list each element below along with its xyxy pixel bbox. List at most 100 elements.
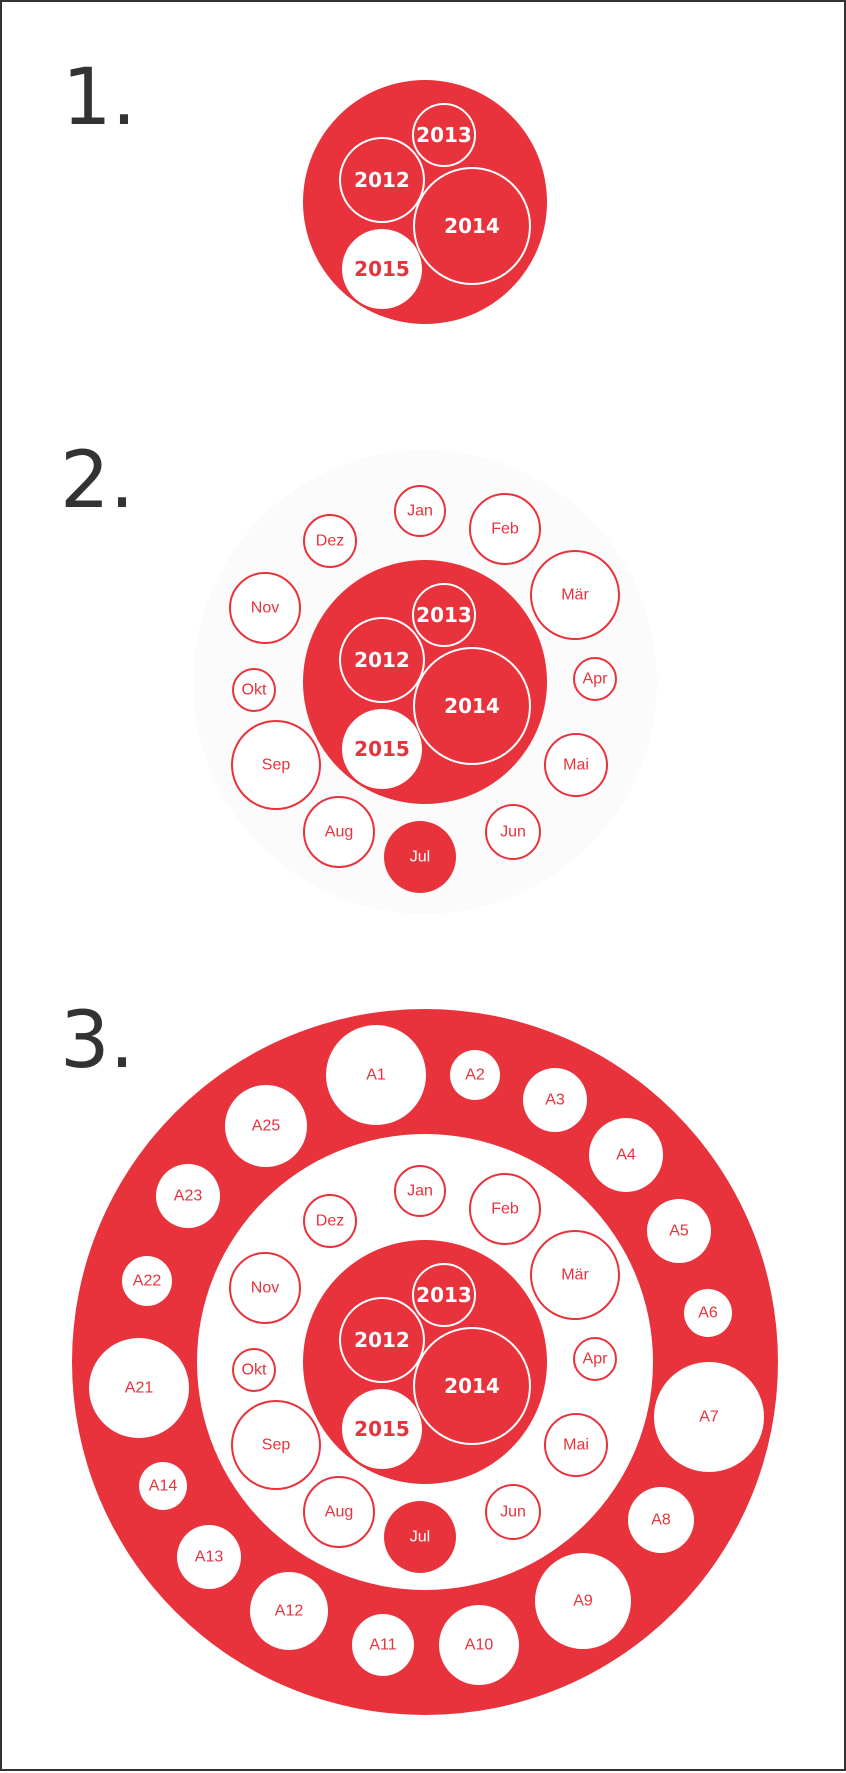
d3-year-label-2015: 2015 (354, 1417, 410, 1441)
d3-month-label-Aug: Aug (325, 1504, 353, 1521)
d2-month-label-Jan: Jan (407, 503, 433, 520)
d3-year-circle-2012 (339, 1297, 425, 1383)
d3-outer-label-A6: A6 (698, 1305, 718, 1322)
d3-month-label-Feb: Feb (491, 1201, 519, 1218)
d1-year-circle-2014 (413, 167, 531, 285)
d2-year-label-2012: 2012 (354, 648, 410, 672)
d3-outer-circle-A9 (535, 1553, 631, 1649)
d2-year-circle-2012 (339, 617, 425, 703)
d3-outer-circle-A8 (628, 1487, 694, 1553)
d3-month-label-Jun: Jun (500, 1504, 526, 1521)
d3-year-circle-2015 (342, 1389, 422, 1469)
d2-month-circle-Jun (485, 804, 541, 860)
d2-year-label-2013: 2013 (416, 603, 472, 627)
d2-month-circle-Okt (232, 668, 276, 712)
d3-outer-label-A13: A13 (195, 1549, 224, 1566)
d3-outer-label-A10: A10 (465, 1637, 494, 1654)
d2-month-label-Apr: Apr (583, 671, 609, 688)
d3-outer-circle-A13 (177, 1525, 241, 1589)
d3-outer-circle-A22 (122, 1256, 172, 1306)
d3-outer-circle-A23 (156, 1164, 220, 1228)
d3-outer-circle-A7 (654, 1362, 764, 1472)
d2-month-circle-Apr (573, 657, 617, 701)
d2-month-label-Aug: Aug (325, 824, 353, 841)
d1-year-circle-2015 (342, 229, 422, 309)
d2-month-circle-Sep (231, 720, 321, 810)
d2-month-label-Nov: Nov (251, 600, 279, 617)
d3-outer-label-A9: A9 (573, 1593, 593, 1610)
d2-month-circle-Jul (384, 821, 456, 893)
d3-outer-circle-A21 (89, 1338, 189, 1438)
d2-year-circle-2013 (412, 583, 476, 647)
d3-month-circle-Jan (394, 1165, 446, 1217)
d3-outer-label-A11: A11 (369, 1637, 396, 1654)
d1-year-label-2013: 2013 (416, 123, 472, 147)
d2-year-disc (303, 560, 547, 804)
d3-month-label-Sep: Sep (262, 1437, 291, 1454)
d1-year-circle-2012 (339, 137, 425, 223)
d3-outer-label-A3: A3 (545, 1092, 565, 1109)
d2-year-label-2015: 2015 (354, 737, 410, 761)
d3-outer-circle-A14 (139, 1462, 187, 1510)
step-number-1: 1. (62, 53, 136, 143)
d3-outer-label-A2: A2 (465, 1067, 485, 1084)
d2-month-label-Okt: Okt (242, 682, 267, 699)
d2-year-label-2014: 2014 (444, 694, 500, 718)
d3-month-label-Okt: Okt (242, 1362, 267, 1379)
d3-outer-label-A23: A23 (174, 1188, 203, 1205)
d3-month-label-Nov: Nov (251, 1280, 279, 1297)
d3-outer-label-A4: A4 (616, 1147, 636, 1164)
d2-year-circle-2015 (342, 709, 422, 789)
d3-year-circle-2013 (412, 1263, 476, 1327)
d2-month-circle-Mär (530, 550, 620, 640)
d1-year-label-2015: 2015 (354, 257, 410, 281)
d3-outer-circle-A10 (439, 1605, 519, 1685)
d2-month-label-Mär: Mär (561, 587, 589, 604)
d3-year-label-2013: 2013 (416, 1283, 472, 1307)
d3-year-label-2012: 2012 (354, 1328, 410, 1352)
d3-month-label-Dez: Dez (316, 1213, 344, 1230)
d3-month-circle-Mär (530, 1230, 620, 1320)
d3-month-circle-Mai (544, 1413, 608, 1477)
d3-outer-circle-A12 (250, 1572, 328, 1650)
d3-outer-circle-A4 (589, 1118, 663, 1192)
d3-outer-label-A7: A7 (699, 1409, 719, 1426)
d2-month-label-Dez: Dez (316, 533, 344, 550)
d3-outer-circle-A3 (523, 1068, 587, 1132)
d3-outer-label-A8: A8 (651, 1512, 671, 1529)
d3-month-circle-Jul (384, 1501, 456, 1573)
step-number-3: 3. (60, 996, 134, 1086)
d2-month-label-Mai: Mai (563, 757, 589, 774)
d1-year-label-2014: 2014 (444, 214, 500, 238)
d2-month-circle-Feb (469, 493, 541, 565)
d3-outer-circle-A5 (647, 1199, 711, 1263)
d3-outer-label-A21: A21 (125, 1380, 154, 1397)
d3-year-circle-2014 (413, 1327, 531, 1445)
d3-outer-label-A12: A12 (275, 1603, 304, 1620)
d3-month-label-Mär: Mär (561, 1267, 589, 1284)
d3-month-label-Apr: Apr (583, 1351, 609, 1368)
d3-outer-label-A25: A25 (252, 1118, 281, 1135)
d2-month-circle-Nov (229, 572, 301, 644)
d2-month-label-Jul: Jul (410, 849, 430, 866)
d3-outer-circle-A2 (450, 1050, 500, 1100)
d2-month-circle-Aug (303, 796, 375, 868)
d3-month-circle-Feb (469, 1173, 541, 1245)
d3-year-label-2014: 2014 (444, 1374, 500, 1398)
d3-outer-circle-A6 (684, 1289, 732, 1337)
d3-outer-label-A14: A14 (149, 1478, 178, 1495)
d3-month-label-Jan: Jan (407, 1183, 433, 1200)
d3-month-circle-Jun (485, 1484, 541, 1540)
d3-month-label-Jul: Jul (410, 1529, 430, 1546)
d3-year-disc (303, 1240, 547, 1484)
d2-month-circle-Dez (303, 514, 357, 568)
d3-month-circle-Nov (229, 1252, 301, 1324)
d2-month-label-Feb: Feb (491, 521, 519, 538)
d3-month-label-Mai: Mai (563, 1437, 589, 1454)
d1-year-disc (303, 80, 547, 324)
